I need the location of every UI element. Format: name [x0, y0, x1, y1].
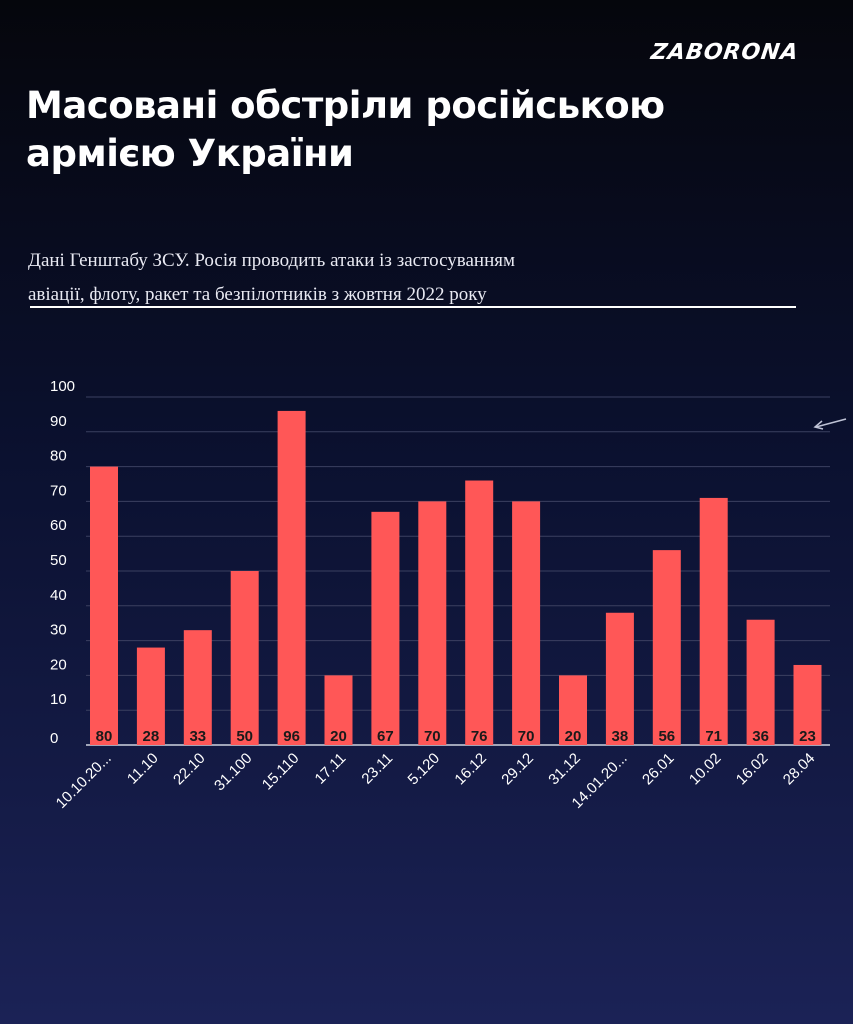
subtitle: Дані Генштабу ЗСУ. Росія проводить атаки…	[28, 244, 788, 312]
y-tick-label: 100	[50, 378, 75, 395]
x-tick-label: 31.12	[545, 750, 584, 789]
bar	[652, 550, 681, 745]
x-tick-label: 10.10.20...	[53, 750, 115, 812]
bar	[418, 501, 447, 745]
bar	[136, 647, 165, 745]
title-line-2: армією України	[26, 132, 354, 175]
bar	[699, 497, 728, 745]
title-line-1: Масовані обстріли російською	[26, 84, 665, 127]
bar	[90, 466, 118, 745]
x-tick-label: 29.12	[498, 750, 537, 789]
data-label: 96	[283, 728, 300, 745]
data-label: 71	[705, 728, 722, 745]
data-label: 80	[96, 728, 113, 745]
data-label: 38	[612, 728, 629, 745]
data-label: 20	[330, 728, 347, 745]
bar	[183, 630, 212, 745]
bar	[324, 675, 353, 745]
y-tick-label: 60	[50, 517, 67, 534]
y-tick-label: 0	[50, 730, 58, 747]
data-label: 50	[236, 728, 253, 745]
x-tick-label: 28.04	[780, 750, 819, 789]
x-tick-label: 15.110	[259, 750, 303, 794]
bar	[605, 612, 634, 745]
x-tick-label: 22.10	[170, 750, 209, 789]
subtitle-line-2: авіації, флоту, ракет та безпілотників з…	[28, 284, 487, 305]
x-tick-label: 31.100	[211, 750, 255, 794]
bar	[746, 619, 775, 745]
data-label: 36	[752, 728, 769, 745]
x-tick-label: 26.01	[639, 750, 678, 789]
bar-chart: 0 10 20 30 40 50 60 70 80 90 100 80 10.10.20... 28 11.…	[50, 378, 830, 812]
y-tick-label: 80	[50, 448, 67, 465]
data-label: 56	[658, 728, 675, 745]
y-tick-label: 50	[50, 552, 67, 569]
data-label: 76	[471, 728, 488, 745]
bar	[465, 480, 494, 745]
bar	[371, 511, 400, 745]
y-tick-label: 70	[50, 482, 67, 499]
x-tick-label: 23.11	[358, 750, 396, 788]
data-label: 28	[143, 728, 160, 745]
y-tick-label: 10	[50, 691, 67, 708]
y-tick-label: 30	[50, 622, 67, 639]
data-label: 70	[424, 728, 441, 745]
subtitle-underline	[30, 306, 796, 308]
subtitle-line-1: Дані Генштабу ЗСУ. Росія проводить атаки…	[28, 250, 516, 271]
x-tick-label: 16.02	[733, 750, 772, 789]
data-label: 67	[377, 728, 394, 745]
page-title: Масовані обстріли російською армією Укра…	[26, 82, 706, 178]
x-tick-label: 16.12	[451, 750, 490, 789]
y-tick-label: 90	[50, 413, 67, 430]
data-label: 70	[518, 728, 535, 745]
bar	[277, 410, 306, 745]
data-label: 33	[189, 728, 206, 745]
bar	[793, 664, 822, 745]
pointer-arrow-icon	[813, 418, 847, 430]
bar	[512, 501, 541, 745]
bar	[559, 675, 587, 745]
bar	[230, 571, 259, 745]
x-tick-label: 5.120	[405, 750, 444, 789]
data-label: 23	[799, 728, 816, 745]
data-label: 20	[565, 728, 582, 745]
x-tick-label: 17.11	[312, 750, 350, 788]
x-tick-label: 10.02	[686, 750, 725, 789]
zaborona-logo: ZABORONA	[649, 40, 801, 65]
y-tick-label: 40	[50, 587, 67, 604]
x-tick-label: 11.10	[124, 750, 162, 788]
y-tick-label: 20	[50, 656, 67, 673]
